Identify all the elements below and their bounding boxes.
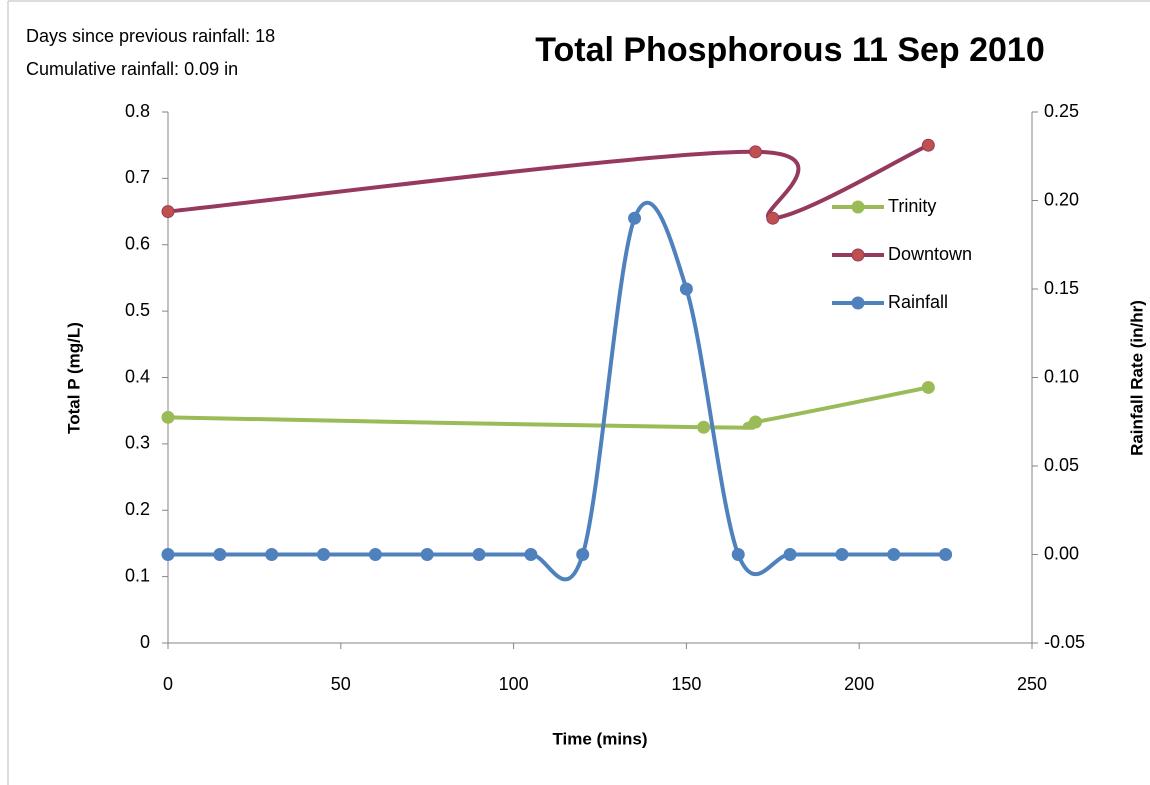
data-point (420, 548, 434, 561)
x-tick-label: 250 (1017, 674, 1047, 694)
x-tick-label: 150 (671, 674, 701, 694)
data-point (576, 548, 590, 561)
chart-title: Total Phosphorous 11 Sep 2010 (535, 31, 1045, 69)
y2-tick-label: -0.05 (1044, 632, 1085, 652)
data-point (731, 548, 745, 561)
data-point (921, 138, 935, 152)
y-tick-label: 0.5 (125, 300, 150, 320)
y2-tick-label: 0.20 (1044, 189, 1079, 209)
y2-tick-label: 0.15 (1044, 278, 1079, 298)
y-axis-title: Total P (mg/L) (64, 322, 83, 434)
legend-label: Trinity (888, 196, 936, 216)
data-point (887, 548, 901, 561)
y-tick-label: 0.4 (125, 366, 150, 386)
data-point (161, 548, 175, 561)
y-tick-label: 0.8 (125, 101, 150, 121)
data-point (749, 145, 763, 159)
legend-label: Rainfall (888, 292, 948, 312)
legend-marker (851, 200, 865, 214)
data-point (766, 211, 780, 225)
y2-tick-label: 0.25 (1044, 101, 1079, 121)
data-point (213, 548, 227, 561)
legend-label: Downtown (888, 244, 972, 264)
data-point (472, 548, 486, 561)
y-tick-label: 0.3 (125, 433, 150, 453)
y-tick-label: 0.1 (125, 565, 150, 585)
data-point (317, 548, 331, 561)
y-tick-label: 0.2 (125, 499, 150, 519)
data-point (835, 548, 849, 561)
data-point (161, 410, 175, 424)
data-point (783, 548, 797, 561)
y-tick-label: 0.7 (125, 167, 150, 187)
data-point (368, 548, 382, 561)
data-point (265, 548, 279, 561)
y2-tick-label: 0.00 (1044, 543, 1079, 563)
x-axis-title: Time (mins) (552, 729, 647, 748)
series-line (167, 143, 930, 221)
x-tick-label: 50 (331, 674, 351, 694)
legend-marker (851, 248, 865, 262)
data-point (679, 282, 693, 296)
y2-axis-title: Rainfall Rate (in/hr) (1127, 300, 1146, 456)
y-tick-label: 0.6 (125, 234, 150, 254)
data-point (921, 380, 935, 394)
x-tick-label: 200 (844, 674, 874, 694)
data-point (524, 548, 538, 561)
data-point (628, 211, 642, 225)
x-tick-label: 100 (499, 674, 529, 694)
y-tick-label: 0 (140, 632, 150, 652)
data-point (939, 548, 953, 561)
data-point (749, 415, 763, 429)
data-point (161, 205, 175, 219)
data-point (697, 420, 711, 434)
series-line (167, 385, 929, 430)
legend-marker (851, 296, 865, 310)
y2-tick-label: 0.10 (1044, 366, 1079, 386)
annotation: Cumulative rainfall: 0.09 in (26, 59, 238, 79)
annotation: Days since previous rainfall: 18 (26, 26, 275, 46)
y2-tick-label: 0.05 (1044, 455, 1079, 475)
series-line (167, 200, 946, 582)
x-tick-label: 0 (163, 674, 173, 694)
